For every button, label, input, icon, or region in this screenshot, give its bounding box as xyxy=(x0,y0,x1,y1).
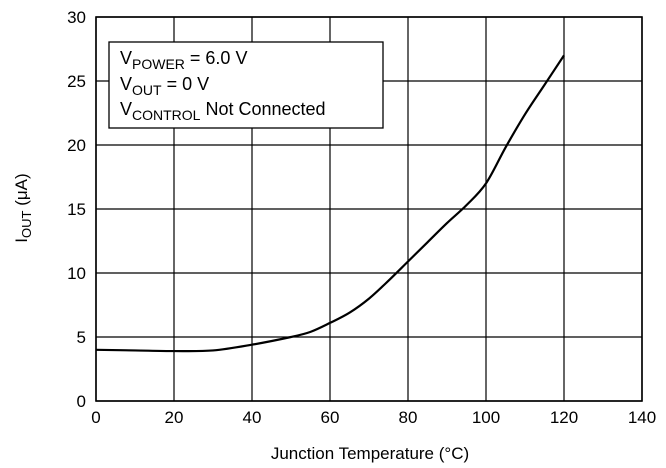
y-tick-label: 0 xyxy=(77,392,86,411)
y-axis: 0 5 10 15 20 25 30 xyxy=(67,8,86,411)
y-axis-label-rest: (μA) xyxy=(12,173,31,210)
annotation-vout-sub: OUT xyxy=(132,82,162,98)
x-tick-label: 80 xyxy=(399,408,418,427)
y-tick-label: 10 xyxy=(67,264,86,283)
x-tick-label: 0 xyxy=(91,408,100,427)
annotation-vpower: VPOWER = 6.0 V xyxy=(120,48,247,72)
x-tick-label: 60 xyxy=(321,408,340,427)
y-axis-label: IOUT (μA) xyxy=(12,173,34,242)
annotation-vcontrol: VCONTROL Not Connected xyxy=(120,99,326,123)
annotation-vcontrol-v: V xyxy=(120,99,132,119)
x-tick-label: 140 xyxy=(628,408,656,427)
x-axis: 0 20 40 60 80 100 120 140 xyxy=(91,408,656,427)
annotation-vpower-rest: = 6.0 V xyxy=(185,48,248,68)
y-tick-label: 15 xyxy=(67,200,86,219)
x-tick-label: 20 xyxy=(165,408,184,427)
plot-frame xyxy=(95,16,643,402)
series-line xyxy=(95,54,565,353)
x-tick-label: 120 xyxy=(550,408,578,427)
x-tick-label: 40 xyxy=(243,408,262,427)
x-tick-label: 100 xyxy=(472,408,500,427)
annotation-vpower-v: V xyxy=(120,48,132,68)
y-tick-label: 25 xyxy=(67,72,86,91)
x-axis-label: Junction Temperature (°C) xyxy=(271,444,469,463)
y-tick-label: 30 xyxy=(67,8,86,27)
annotation-vcontrol-sub: CONTROL xyxy=(132,107,201,123)
annotation-vout: VOUT = 0 V xyxy=(120,74,209,98)
annotation-vout-v: V xyxy=(120,74,132,94)
annotation-box xyxy=(108,41,384,129)
annotation-vpower-sub: POWER xyxy=(132,56,185,72)
annotation-vcontrol-rest: Not Connected xyxy=(200,99,325,119)
y-tick-label: 5 xyxy=(77,328,86,347)
y-tick-label: 20 xyxy=(67,136,86,155)
annotation-vout-rest: = 0 V xyxy=(162,74,210,94)
y-axis-label-sub: OUT xyxy=(19,210,34,238)
y-axis-label-main: I xyxy=(12,238,31,243)
